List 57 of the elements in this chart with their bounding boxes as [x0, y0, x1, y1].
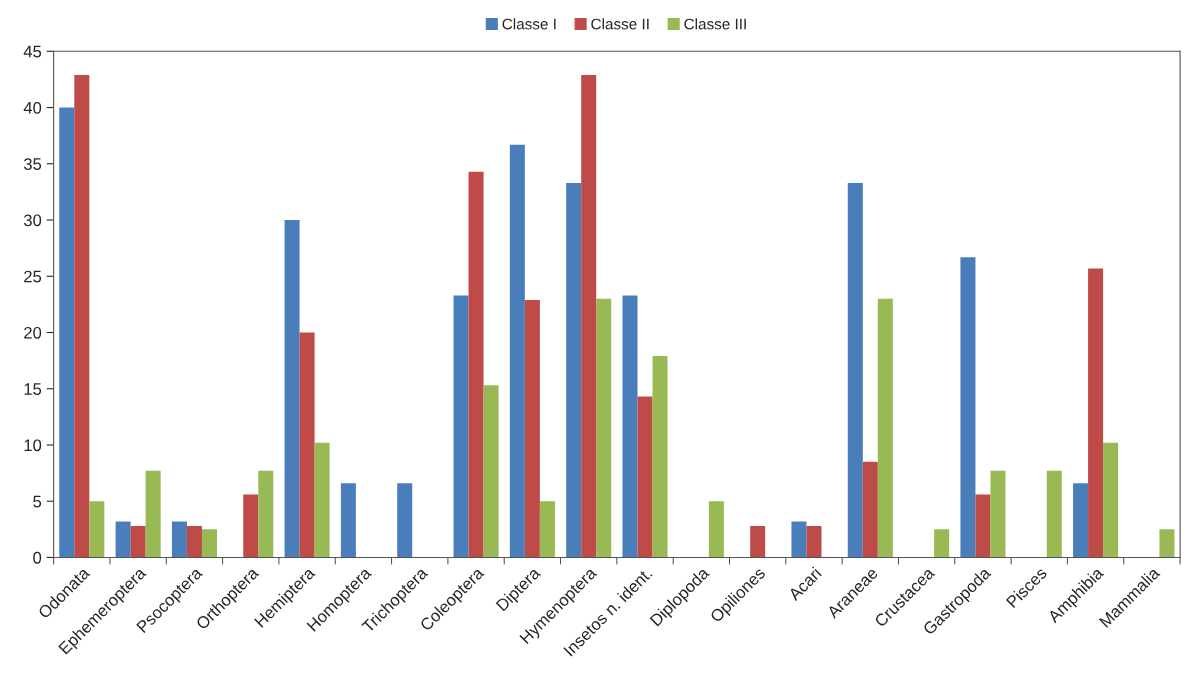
y-tick-label: 30 — [23, 214, 42, 227]
bar — [509, 144, 525, 558]
legend-label: Classe III — [684, 18, 746, 30]
bar — [243, 494, 259, 558]
bar — [566, 182, 582, 558]
bar — [708, 501, 724, 558]
bar — [862, 461, 878, 558]
bar — [806, 525, 822, 558]
bar — [397, 483, 413, 558]
legend-label: Classe I — [502, 18, 556, 30]
y-tick-label: 40 — [23, 101, 42, 114]
bar — [299, 332, 315, 558]
bar — [960, 257, 976, 558]
bar — [171, 521, 187, 558]
bar — [877, 298, 893, 558]
y-tick-label: 25 — [24, 270, 42, 283]
y-tick-label: 45 — [23, 45, 42, 58]
bar — [186, 525, 202, 558]
bar — [130, 525, 146, 558]
y-tick-label: 15 — [24, 383, 42, 395]
bar — [483, 385, 499, 558]
bar — [791, 521, 807, 558]
bar — [652, 356, 668, 558]
bar — [115, 521, 131, 558]
bar — [258, 470, 274, 558]
y-tick-label: 0 — [33, 551, 42, 564]
bar — [539, 501, 555, 558]
bar — [74, 74, 90, 558]
bar — [596, 298, 612, 558]
bar — [581, 74, 597, 558]
y-tick-label: 35 — [23, 158, 42, 170]
bar — [1159, 529, 1175, 558]
bar — [145, 470, 161, 558]
bar — [990, 470, 1006, 558]
bar — [1046, 470, 1062, 558]
bar — [847, 182, 863, 558]
bar — [453, 295, 469, 558]
legend-label: Classe II — [591, 18, 649, 30]
bar — [314, 442, 330, 558]
bar — [524, 299, 540, 558]
bar — [284, 220, 300, 558]
bar — [637, 396, 653, 558]
bar — [1088, 268, 1104, 558]
y-tick-label: 10 — [24, 439, 42, 452]
bar — [975, 494, 991, 558]
bar — [934, 529, 950, 558]
bar — [1103, 442, 1119, 558]
bar — [750, 525, 766, 558]
y-tick-label: 20 — [24, 326, 42, 339]
bar — [340, 483, 356, 558]
bar — [622, 295, 638, 558]
bar — [468, 171, 484, 558]
y-tick-label: 5 — [33, 495, 42, 508]
bar — [201, 529, 217, 558]
bar — [59, 107, 75, 558]
bar — [89, 501, 105, 558]
bar — [1073, 483, 1089, 558]
